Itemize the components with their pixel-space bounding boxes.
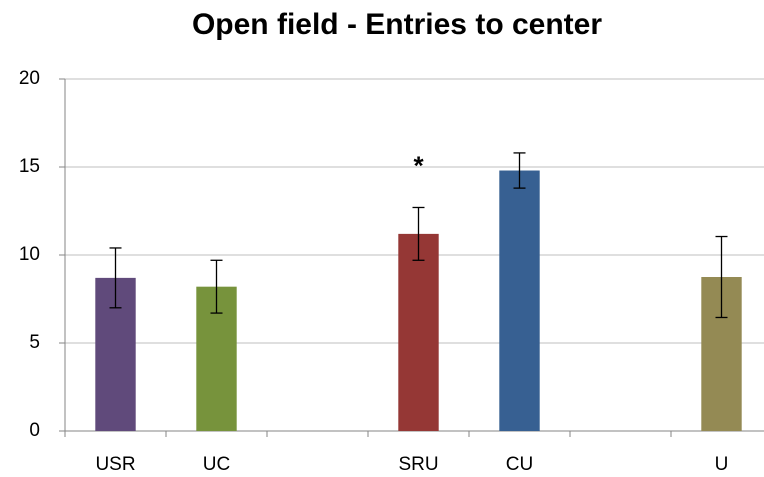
bar (499, 170, 540, 431)
chart-title: Open field - Entries to center (192, 8, 602, 41)
annotation: * (413, 150, 424, 180)
y-tick-label: 0 (29, 420, 40, 441)
y-tick-label: 20 (19, 68, 40, 89)
y-tick-label: 10 (19, 244, 40, 265)
y-tick-label: 5 (29, 332, 40, 353)
x-tick-label: USR (95, 454, 135, 475)
x-tick-label: CU (506, 454, 533, 475)
x-tick-label: UC (203, 454, 230, 475)
bar (398, 233, 439, 431)
y-tick-label: 15 (19, 156, 40, 177)
x-tick-label: SRU (398, 454, 438, 475)
x-tick-label: U (715, 454, 729, 475)
